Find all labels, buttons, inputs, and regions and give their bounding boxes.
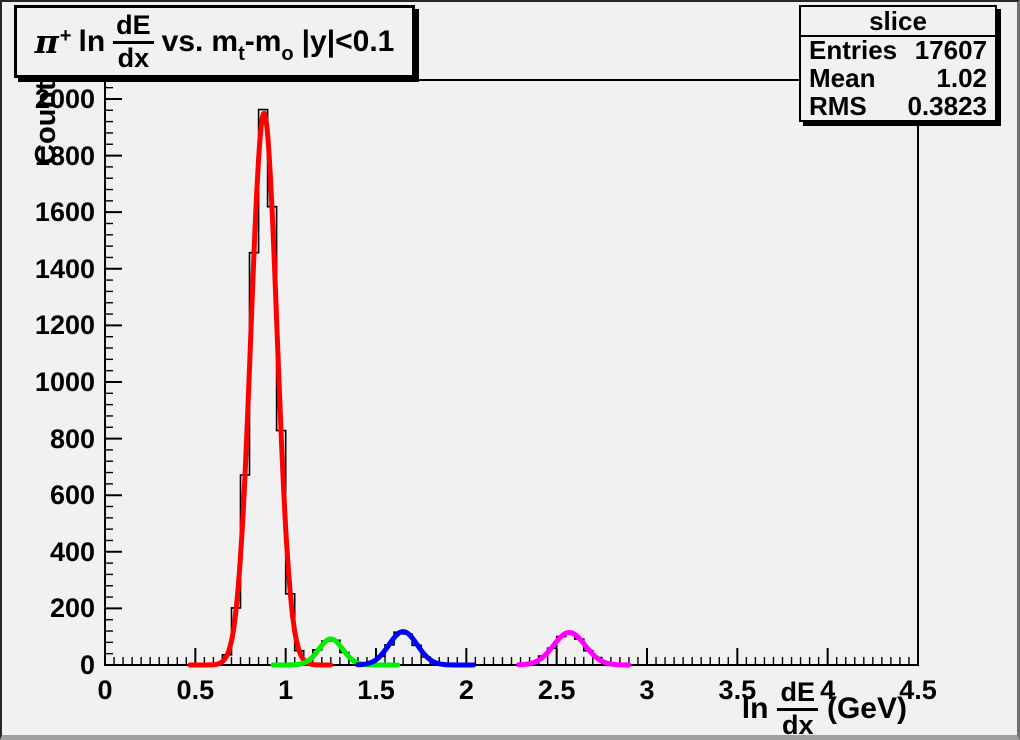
x-tick-label: 2 — [458, 675, 474, 705]
x-tick-label: 4 — [820, 675, 836, 705]
x-tick-label: 1.5 — [357, 675, 395, 705]
stats-label: RMS — [809, 90, 867, 121]
stats-label: Mean — [809, 63, 876, 93]
y-tick-label: 400 — [49, 536, 95, 567]
y-tick-label: 800 — [49, 423, 95, 454]
y-tick-label: 2000 — [34, 83, 95, 114]
stats-row-entries: Entries 17607 — [801, 37, 995, 65]
histogram-line — [105, 108, 918, 666]
stats-box[interactable]: slice Entries 17607 Mean 1.02 RMS 0.3823 — [799, 5, 997, 122]
stats-value: 17607 — [914, 35, 987, 66]
y-tick-label: 600 — [49, 480, 95, 511]
title-rapidity-cut: |y|<0.1 — [301, 24, 395, 58]
title-vs: vs. — [161, 24, 204, 58]
x-axis-title: ln dE dx (GeV) — [742, 678, 907, 740]
y-tick-label: 1600 — [34, 197, 95, 228]
fit-curve-pion-peak — [187, 110, 334, 668]
fit-curve-second-peak — [270, 636, 401, 668]
x-tick-label: 0 — [97, 675, 113, 705]
fit-curve-fourth-peak — [516, 630, 632, 668]
x-title-fraction-denominator: dx — [781, 710, 814, 740]
x-tick-label: 4.5 — [899, 675, 937, 705]
stats-value: 1.02 — [936, 63, 987, 93]
x-title-unit: (GeV) — [826, 692, 907, 725]
x-title-fraction: dE dx — [777, 679, 818, 739]
stats-row-mean: Mean 1.02 — [801, 65, 995, 93]
y-tick-label: 1000 — [34, 366, 95, 397]
x-tick-label: 3.5 — [718, 675, 757, 705]
y-tick-label: 0 — [79, 650, 95, 680]
title-mass-terms: mt-mo — [211, 24, 294, 65]
stats-label: Entries — [809, 35, 898, 66]
plot-frame — [104, 79, 919, 666]
stats-row-rms: RMS 0.3823 — [801, 92, 995, 120]
pi-symbol: π+ — [34, 22, 72, 61]
title-fraction-denominator: dx — [117, 42, 150, 73]
title-fraction-numerator: dE — [113, 11, 154, 44]
fit-curve-third-peak — [355, 629, 477, 668]
y-tick-label: 1400 — [34, 253, 95, 284]
y-tick-label: 1800 — [34, 140, 95, 171]
x-tick-label: 1 — [278, 675, 294, 705]
x-tick-label: 0.5 — [176, 675, 215, 705]
x-title-ln: ln — [741, 692, 769, 725]
plot-title-box[interactable]: π+ ln dE dx vs. mt-mo |y|<0.1 — [14, 5, 415, 78]
title-fraction: dE dx — [113, 11, 154, 73]
stats-box-rows: Entries 17607 Mean 1.02 RMS 0.3823 — [801, 37, 995, 120]
y-tick-label: 1200 — [34, 310, 95, 341]
x-tick-label: 3 — [639, 675, 655, 705]
x-title-fraction-numerator: dE — [777, 679, 818, 711]
stats-value: 0.3823 — [907, 90, 987, 121]
title-ln: ln — [78, 24, 106, 58]
y-tick-label: 200 — [49, 593, 95, 624]
x-tick-label: 2.5 — [537, 675, 576, 705]
stats-box-title: slice — [801, 7, 995, 37]
